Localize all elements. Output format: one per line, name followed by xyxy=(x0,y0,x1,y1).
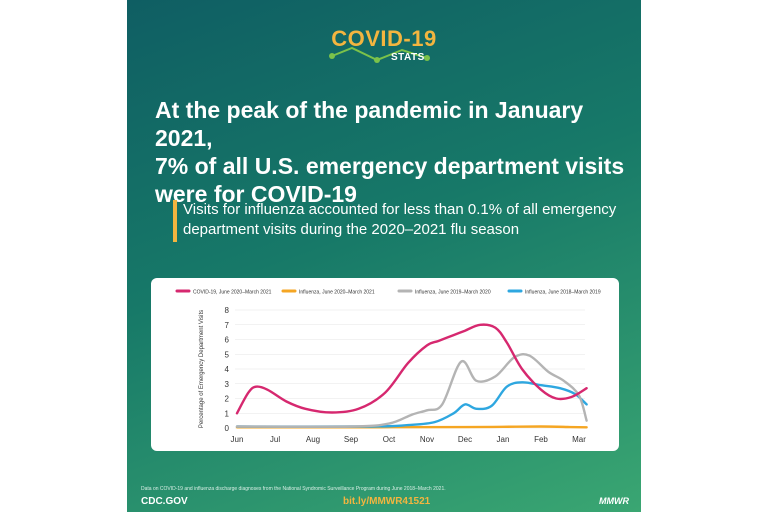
legend-label: Influenza, June 2019–March 2020 xyxy=(415,290,491,296)
x-tick-label: Sep xyxy=(344,435,359,444)
covid-stats-logo: COVID-19 STATS xyxy=(127,22,641,72)
series-line xyxy=(235,323,588,415)
x-tick-label: Dec xyxy=(458,435,472,444)
cdc-gov-label[interactable]: CDC.GOV xyxy=(141,496,188,507)
y-tick-label: 7 xyxy=(225,321,230,330)
line-chart: 0 1 2 3 4 5 6 7 8 Jun Jul Aug Sep Oct Nov Dec Jan Feb Mar P… xyxy=(175,289,601,444)
chart-panel: 0 1 2 3 4 5 6 7 8 Jun Jul Aug Sep Oct Nov Dec Jan Feb Mar P… xyxy=(151,278,619,451)
y-tick-label: 8 xyxy=(225,306,230,315)
y-tick-label: 6 xyxy=(225,336,230,345)
y-tick-label: 5 xyxy=(225,350,230,359)
x-tick-label: Jan xyxy=(497,435,510,444)
data-source-note: Data on COVID-19 and influenza discharge… xyxy=(141,486,446,492)
y-tick-label: 4 xyxy=(225,365,230,374)
subheading: Visits for influenza accounted for less … xyxy=(183,200,623,240)
headline-line: At the peak of the pandemic in January 2… xyxy=(155,97,584,151)
legend-label: Influenza, June 2020–March 2021 xyxy=(299,290,375,296)
y-tick-label: 3 xyxy=(225,380,230,389)
headline-line: 7% of all U.S. emergency department visi… xyxy=(155,153,625,179)
series-line xyxy=(235,353,588,428)
infographic-card: COVID-19 STATS At the peak of the pandem… xyxy=(127,0,641,512)
headline: At the peak of the pandemic in January 2… xyxy=(155,96,625,208)
x-tick-label: Aug xyxy=(306,435,320,444)
logo-subtitle: STATS xyxy=(391,52,425,63)
accent-bar xyxy=(173,200,177,242)
subheading-line: Visits for influenza accounted for less … xyxy=(183,201,617,218)
logo-graph-icon xyxy=(329,46,430,63)
logo-title: COVID-19 xyxy=(331,26,437,51)
y-tick-label: 1 xyxy=(225,409,230,418)
y-tick-label: 0 xyxy=(225,424,230,433)
x-tick-label: Nov xyxy=(420,435,434,444)
subheading-line: department visits during the 2020–2021 f… xyxy=(183,221,520,238)
legend-label: Influenza, June 2018–March 2019 xyxy=(525,290,601,296)
mmwr-logo: MMWR xyxy=(599,496,629,506)
x-tick-label: Oct xyxy=(383,435,396,444)
legend-label: COVID-19, June 2020–March 2021 xyxy=(193,290,272,296)
x-tick-label: Jul xyxy=(270,435,280,444)
x-tick-label: Feb xyxy=(534,435,548,444)
series-line xyxy=(235,381,588,428)
x-tick-label: Jun xyxy=(231,435,244,444)
x-tick-label: Mar xyxy=(572,435,586,444)
headline-line: were for COVID-19 xyxy=(155,181,357,207)
y-axis-label: Percentage of Emergency Department Visit… xyxy=(199,310,205,428)
mmwr-short-link[interactable]: bit.ly/MMWR41521 xyxy=(343,496,431,507)
y-tick-label: 2 xyxy=(225,395,230,404)
